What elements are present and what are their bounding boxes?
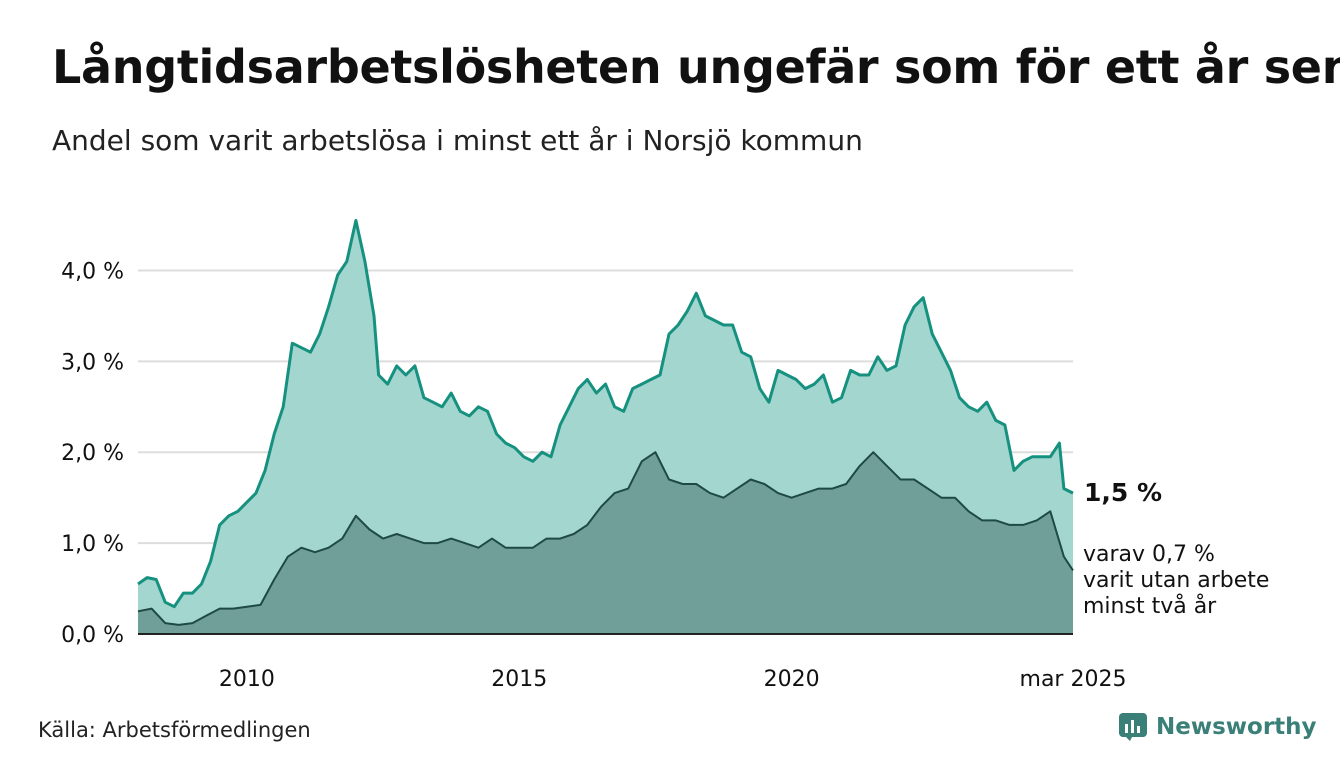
source-note: Källa: Arbetsförmedlingen [38,718,311,742]
line-two_years [137,451,1074,626]
end-label-line: varav 0,7 % [1083,542,1215,567]
x-tick-label: 2020 [764,667,820,692]
y-tick-label: 4,0 % [61,259,124,284]
x-tick-label: mar 2025 [1020,667,1127,692]
end-labels: 1,5 % varav 0,7 % varit utan arbete minst t… [1083,478,1269,619]
x-tick-label: 2010 [219,667,275,692]
area-two_years [138,452,1073,634]
end-label-two-years: varav 0,7 % varit utan arbete minst två år [1083,542,1269,619]
y-axis: 0,0 % 1,0 % 2,0 % 3,0 % 4,0 % [61,259,1073,648]
x-axis: 2010 2015 2020 mar 2025 [219,667,1127,692]
end-label-total: 1,5 % [1084,478,1162,507]
y-tick-label: 1,0 % [61,532,124,557]
newsworthy-logo-icon [1119,713,1147,741]
chart-subtitle: Andel som varit arbetslösa i minst ett å… [52,124,863,157]
y-tick-label: 2,0 % [61,441,124,466]
y-tick-label: 3,0 % [61,350,124,375]
brand: Newsworthy [1118,712,1317,742]
x-tick-label: 2015 [491,667,547,692]
line-total [137,219,1074,609]
brand-name: Newsworthy [1156,714,1317,740]
chart-title: Långtidsarbetslösheten ungefär som för e… [52,40,1340,94]
y-tick-label: 0,0 % [61,623,124,648]
end-label-line: minst två år [1083,593,1217,619]
end-label-line: varit utan arbete [1083,568,1269,593]
chart-areas [137,219,1074,634]
